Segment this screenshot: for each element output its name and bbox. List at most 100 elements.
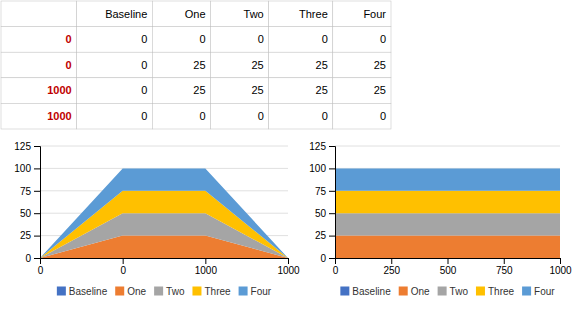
legend-label: Two (166, 286, 185, 297)
area (335, 168, 560, 190)
legend-item: Three (476, 286, 515, 297)
tick-label: 25 (20, 230, 32, 241)
tick: 75 (315, 186, 335, 197)
table-cell (1, 52, 77, 78)
tick-mark (34, 258, 40, 259)
table-value: 0 (322, 33, 328, 45)
legend-label: One (127, 286, 146, 297)
legend-item: Baseline (57, 286, 108, 297)
table-value: 0 (380, 110, 386, 122)
table-cell (333, 103, 391, 129)
axis-line (336, 259, 561, 265)
table-cell (152, 1, 210, 27)
tick: 75 (20, 186, 40, 197)
grid-line (335, 146, 560, 147)
table-cell (269, 27, 333, 53)
figure: BaselineOneTwoThreeFour00000000252525251… (0, 0, 577, 313)
tick-mark (123, 258, 124, 264)
table-cell (77, 27, 153, 53)
table-value: 0 (258, 33, 264, 45)
tick-mark (34, 168, 40, 169)
tick-label: 0 (25, 253, 31, 264)
table-value: 25 (252, 84, 264, 96)
tick: 0 (25, 253, 40, 264)
legend-label: Four (251, 286, 272, 297)
legend-item: Two (154, 286, 185, 297)
tick: 25 (315, 230, 335, 241)
table-cell (77, 103, 153, 129)
tick-mark (329, 213, 335, 214)
grid (40, 146, 288, 258)
table-value: 1000 (47, 84, 71, 96)
tick-label: 0 (333, 265, 339, 276)
tick-mark (329, 258, 335, 259)
table-value: 25 (374, 84, 386, 96)
legend-swatch (115, 287, 124, 296)
legend-item: Three (192, 286, 231, 297)
x-axis: 02505007501000 (333, 258, 572, 276)
table-cell (269, 103, 333, 129)
table-cell (333, 52, 391, 78)
areas (40, 168, 288, 258)
tick-label: 1000 (549, 265, 572, 276)
table-cell (152, 52, 210, 78)
tick-label: 750 (496, 265, 513, 276)
tick-mark (560, 258, 561, 264)
tick-mark (329, 146, 335, 147)
tick-label: 75 (315, 186, 327, 197)
tick-label: 125 (309, 141, 326, 152)
table-cell (1, 1, 77, 27)
tick-label: 25 (315, 230, 327, 241)
tick: 0 (333, 258, 339, 276)
legend-label: Four (534, 286, 555, 297)
table-cell (77, 52, 153, 78)
table-cell (211, 52, 269, 78)
table-value: 25 (316, 59, 328, 71)
tick-mark (329, 236, 335, 237)
table-value: 25 (374, 59, 386, 71)
table-value: 25 (193, 84, 205, 96)
x-axis: 0010001000 (38, 258, 300, 276)
tick-label: 0 (38, 265, 44, 276)
table-value: 1000 (47, 110, 71, 122)
legend-label: Baseline (69, 286, 108, 297)
grid-line (40, 146, 288, 147)
table-value: 0 (141, 84, 147, 96)
table-cell (211, 1, 269, 27)
area (335, 213, 560, 235)
tick-label: 1000 (195, 265, 218, 276)
tick: 100 (309, 163, 335, 174)
legend-label: Three (204, 286, 231, 297)
tick: 50 (315, 208, 335, 219)
table-cell (211, 78, 269, 104)
tick-mark (329, 168, 335, 169)
tick-label: 100 (14, 163, 31, 174)
table-cell (1, 103, 77, 129)
areas (335, 168, 560, 258)
legend: Baseline One Two Three Four (57, 286, 272, 297)
legend-swatch (340, 287, 349, 296)
tick-mark (391, 258, 392, 264)
tick: 125 (14, 141, 40, 152)
table-value: 0 (141, 110, 147, 122)
legend-swatch (399, 287, 408, 296)
area (40, 168, 288, 258)
tick-label: 75 (20, 186, 32, 197)
legend-label: Baseline (352, 286, 391, 297)
legend-swatch (476, 287, 485, 296)
axis-line (41, 259, 289, 265)
table-cell (77, 78, 153, 104)
tick-label: 0 (320, 253, 326, 264)
tick-mark (34, 236, 40, 237)
table-value: 0 (322, 110, 328, 122)
tick-label: 250 (383, 265, 400, 276)
table-value: 25 (252, 59, 264, 71)
table-value: 25 (316, 84, 328, 96)
legend-item: Four (239, 286, 272, 297)
tick-mark (329, 191, 335, 192)
legend-item: Two (438, 286, 469, 297)
table-value: 25 (193, 59, 205, 71)
y-axis: 0255075100125 (14, 141, 40, 264)
table-cell (152, 103, 210, 129)
tick-mark (34, 213, 40, 214)
